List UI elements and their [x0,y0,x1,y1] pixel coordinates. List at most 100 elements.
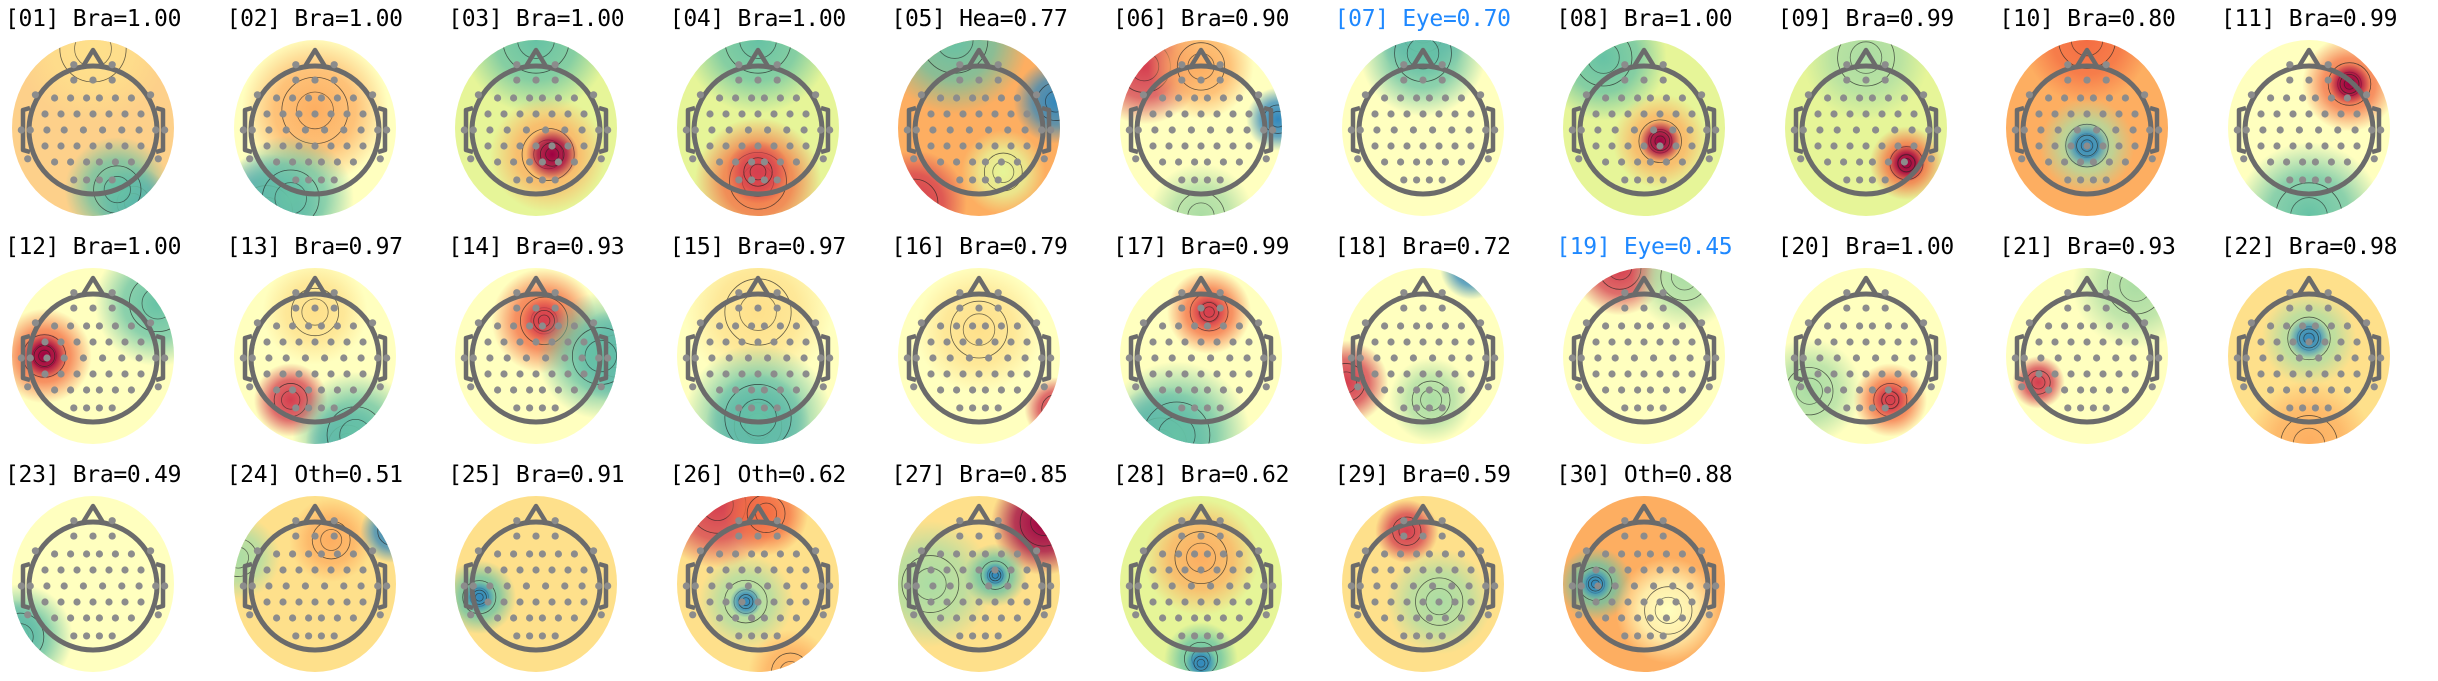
sensor-dot [1245,598,1253,606]
sensor-dot [1203,94,1211,102]
sensor-dot [1165,338,1173,346]
sensor-dot [1370,142,1379,150]
sensor-dot [1466,338,1475,346]
component-18: [18] Bra=0.72 [1335,228,1535,453]
sensor-dot [1450,110,1459,118]
sensor-dot [734,404,743,412]
sensor-dot [330,532,338,540]
sensor-dot [1014,158,1022,166]
topomap [233,268,396,444]
sensor-dot [57,370,65,378]
topomap [1563,496,1726,672]
sensor-dot [1900,386,1908,394]
sensor-dot [2064,289,2072,297]
sensor-dot [1412,94,1420,102]
sensor-dot [264,354,273,362]
sensor-dot [2247,319,2255,327]
sensor-dot [918,547,926,555]
sensor-dot [1412,176,1420,184]
sensor-dot [776,550,784,558]
nose-icon [966,47,993,70]
sensor-dot [70,61,78,69]
sensor-dot [2327,158,2335,166]
sensor-dot [1624,110,1632,118]
nose-icon [523,275,550,298]
sensor-dot [1149,142,1157,150]
sensor-dot [1197,110,1205,118]
sensor-dot [943,566,951,574]
sensor-dot [913,354,921,362]
sensor-dot [317,386,325,394]
sensor-dot [969,550,977,558]
sensor-dot [1924,354,1933,362]
sensor-dot [333,94,341,102]
sensor-dot [1187,354,1195,362]
sensor-dot [1621,532,1629,540]
sensor-dot [1705,155,1714,163]
contour-line [980,560,1011,590]
sensor-dot [2155,354,2163,362]
sensor-dot [1855,322,1863,330]
sensor-dot [108,404,116,412]
sensor-dot [802,110,810,118]
contour-line [383,522,396,540]
sensor-dot [2259,126,2267,134]
sensor-dot [1698,547,1706,555]
topomap [898,496,1061,672]
sensor-dot [1216,404,1224,412]
sensor-dot [1672,598,1680,606]
nose-icon [966,275,993,298]
sensor-dot [26,126,34,134]
sensor-dot [2295,354,2303,362]
contour-line [898,178,939,216]
sensor-dot [154,155,162,163]
sensor-dot [2045,386,2053,394]
sensor-dot [320,582,328,590]
sensor-dot [1618,322,1626,330]
sensor-dot [469,126,478,134]
sensor-dot [975,142,983,150]
sensor-dot [969,158,977,166]
sensor-dot [1698,319,1706,327]
sensor-dot [1175,386,1183,394]
sensor-dot [1207,354,1215,362]
sensor-dot [1618,550,1626,558]
sensor-dot [1908,354,1916,362]
sensor-dot [339,126,347,134]
sensor-dot [121,142,129,150]
sensor-dot [291,289,299,297]
sensor-dot [294,110,303,118]
sensor-dot [1441,550,1449,558]
sensor-dot [1347,354,1355,362]
contour-line [2299,328,2319,349]
sensor-dot [927,338,935,346]
sensor-dot [1878,142,1886,150]
sensor-dot [1839,386,1847,394]
sensor-dot [1846,142,1854,150]
sensor-dot [731,550,739,558]
sensor-dot [1894,142,1902,150]
sensor-dot [310,142,319,150]
sensor-dot [152,126,160,134]
sensor-dot [975,304,983,312]
sensor-dot [904,354,912,362]
sensor-dot [291,76,299,84]
sensor-dot [1004,354,1012,362]
sensor-dot [1662,94,1671,102]
sensor-dot [467,611,475,619]
sensor-dot [330,404,338,412]
sensor-dot [2051,370,2059,378]
sensor-dot [1457,322,1465,330]
component-5: [05] Hea=0.77 [891,0,1091,225]
sensor-dot [1149,110,1157,118]
sensor-dot [1213,566,1221,574]
sensor-dot [513,532,521,540]
sensor-dot [1197,142,1205,150]
sensor-dot [943,370,951,378]
sensor-dot [500,142,508,150]
sensor-dot [1260,354,1268,362]
sensor-dot [792,322,800,330]
sensor-dot [2289,110,2297,118]
contour-line [1203,306,1215,318]
sensor-dot [802,142,810,150]
